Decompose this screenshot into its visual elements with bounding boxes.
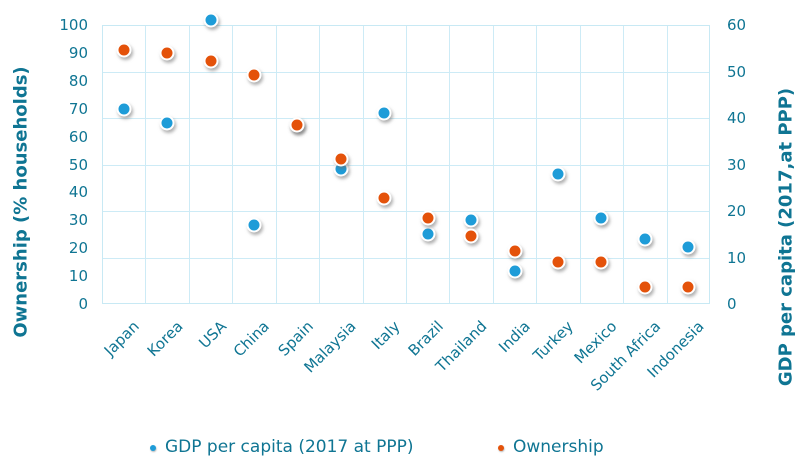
gridline-vertical [579, 26, 581, 303]
left-axis-tick: 0 [78, 295, 88, 313]
gridline-vertical [232, 26, 234, 303]
right-axis-tick: 60 [727, 16, 747, 34]
data-point-ownership [333, 151, 349, 167]
x-axis-label: China [229, 317, 274, 361]
data-point-gdp [246, 217, 262, 233]
x-axis-label: Korea [143, 317, 187, 361]
data-point-ownership [680, 279, 696, 295]
left-axis-tick: 100 [59, 16, 88, 34]
data-point-ownership [463, 228, 479, 244]
data-point-gdp [550, 166, 566, 182]
left-axis-tick: 30 [68, 211, 88, 230]
data-point-ownership [116, 42, 132, 58]
right-axis-tick: 10 [727, 248, 747, 267]
left-axis-tick: 60 [68, 127, 88, 146]
data-point-gdp [376, 105, 392, 121]
data-point-gdp [680, 239, 696, 255]
gridline-vertical [492, 26, 494, 303]
right-axis-tick: 30 [727, 155, 747, 174]
gridline-vertical [319, 26, 321, 303]
x-axis-label: India [494, 317, 534, 357]
right-axis-tick: 0 [727, 295, 737, 313]
data-point-gdp [159, 115, 175, 131]
left-axis-tick: 80 [68, 71, 88, 90]
gridline-vertical [449, 26, 451, 303]
left-axis-tick: 50 [68, 155, 88, 174]
data-point-gdp [420, 226, 436, 242]
legend-marker-ownership-icon [498, 444, 504, 451]
gridline-vertical [145, 26, 147, 303]
gridline-vertical [666, 26, 668, 303]
plot-area [102, 25, 710, 304]
right-axis-title: GDP per capita (2017,at PPP) [775, 87, 797, 387]
data-point-gdp [116, 101, 132, 117]
gridline-vertical [623, 26, 625, 303]
legend-label-gdp: GDP per capita (2017 at PPP) [165, 437, 414, 457]
data-point-ownership [593, 254, 609, 270]
data-point-ownership [203, 53, 219, 69]
data-point-ownership [420, 210, 436, 225]
x-axis-label: Japan [100, 317, 143, 360]
legend-marker-gdp-icon [150, 444, 156, 451]
right-axis-tick: 50 [727, 62, 747, 81]
data-point-gdp [463, 212, 479, 228]
gridline-vertical [275, 26, 277, 303]
left-axis-tick: 20 [68, 239, 88, 258]
gridline-vertical [362, 26, 364, 303]
right-axis-tick: 40 [727, 109, 747, 127]
data-point-gdp [203, 12, 219, 28]
data-point-ownership [159, 45, 175, 61]
data-point-ownership [507, 243, 523, 259]
data-point-gdp [507, 263, 523, 279]
legend-item-ownership: Ownership [498, 438, 604, 457]
data-point-ownership [246, 67, 262, 83]
gridline-vertical [536, 26, 538, 303]
data-point-ownership [550, 254, 566, 270]
x-axis-label: Turkey [529, 317, 578, 365]
left-axis-tick: 90 [68, 43, 88, 62]
right-axis-tick: 20 [727, 202, 747, 220]
gridline-vertical [406, 26, 407, 303]
left-axis-tick: 10 [68, 267, 88, 286]
x-axis-label: Italy [367, 317, 404, 354]
x-axis-label: USA [194, 317, 230, 352]
legend-label-ownership: Ownership [513, 437, 604, 457]
left-axis-tick: 70 [68, 99, 88, 118]
data-point-ownership [289, 117, 305, 133]
data-point-ownership [637, 279, 653, 295]
data-point-ownership [376, 190, 392, 206]
data-point-gdp [593, 210, 609, 225]
legend-item-gdp: GDP per capita (2017 at PPP) [150, 438, 414, 457]
gridline-vertical [188, 26, 190, 303]
left-axis-tick: 40 [68, 183, 88, 202]
data-point-gdp [637, 231, 653, 247]
